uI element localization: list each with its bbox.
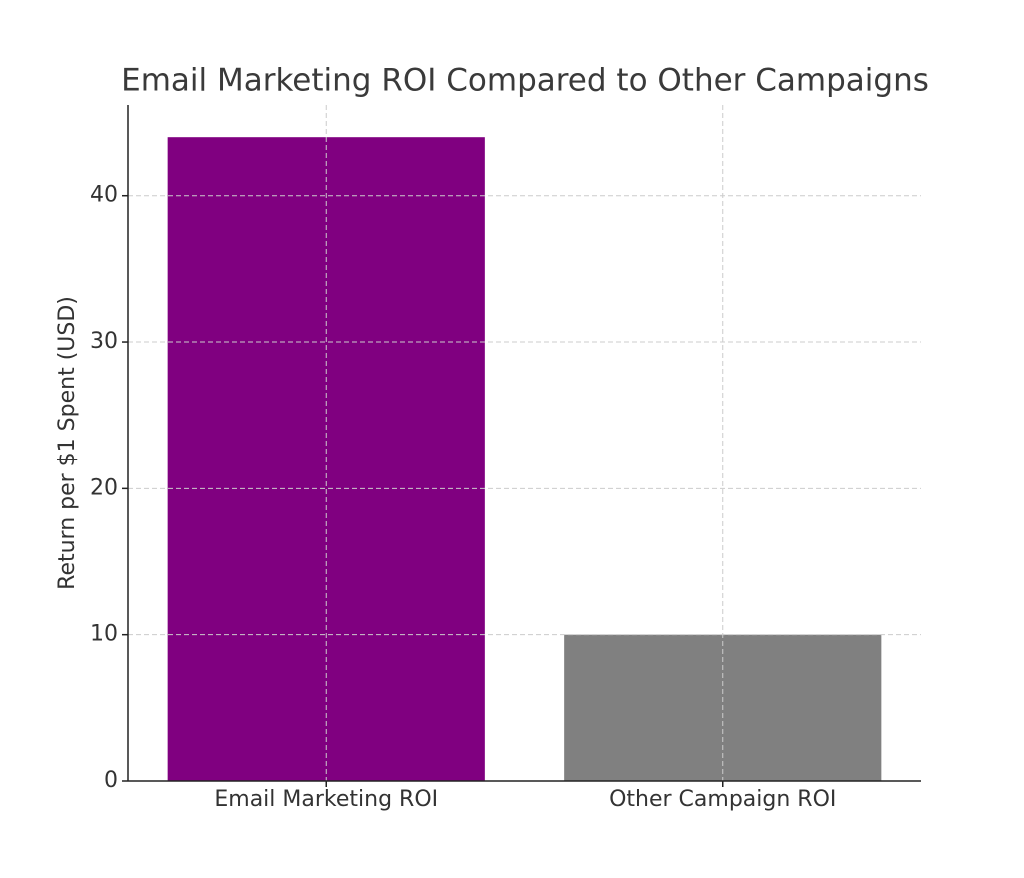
x-tick-label: Other Campaign ROI bbox=[609, 787, 836, 812]
x-tick-label: Email Marketing ROI bbox=[214, 787, 438, 812]
y-tick-label: 10 bbox=[90, 622, 118, 647]
chart-title: Email Marketing ROI Compared to Other Ca… bbox=[121, 63, 929, 99]
y-tick-label: 0 bbox=[104, 768, 118, 793]
y-tick-label: 20 bbox=[90, 475, 118, 500]
y-tick-label: 30 bbox=[90, 329, 118, 354]
y-axis-label: Return per $1 Spent (USD) bbox=[55, 296, 80, 590]
y-tick-label: 40 bbox=[90, 183, 118, 208]
